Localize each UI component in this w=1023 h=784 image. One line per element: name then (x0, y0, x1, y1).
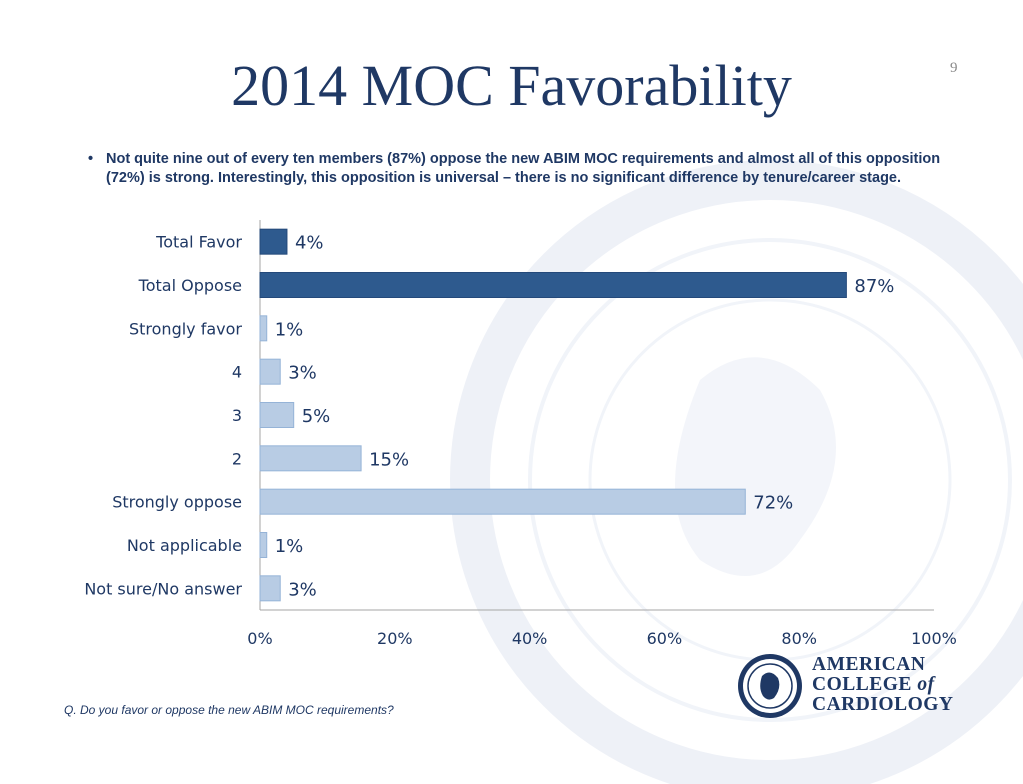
acc-logo-seal-icon (738, 654, 802, 718)
x-tick-label-2: 40% (512, 629, 548, 648)
bar-2 (259, 315, 268, 342)
bar-1 (259, 272, 847, 298)
logo-line-2: COLLEGE of (812, 675, 954, 695)
category-label-3: 4 (232, 363, 242, 382)
data-label-7: 1% (275, 536, 304, 557)
category-label-2: Strongly favor (129, 319, 242, 338)
category-label-6: Strongly oppose (112, 493, 242, 512)
data-label-1: 87% (854, 276, 894, 297)
logo-line-3: CARDIOLOGY (812, 694, 954, 715)
x-tick-label-4: 80% (781, 629, 817, 648)
bar-0 (259, 228, 288, 255)
bar-5 (259, 445, 362, 472)
data-label-8: 3% (288, 579, 317, 600)
acc-logo-text: AMERICAN COLLEGE of CARDIOLOGY (812, 655, 954, 715)
data-label-4: 5% (302, 406, 331, 427)
data-label-3: 3% (288, 363, 317, 384)
logo-college: COLLEGE (812, 674, 912, 695)
data-label-2: 1% (275, 319, 304, 340)
logo-line-1: AMERICAN (812, 654, 926, 675)
x-tick-label-0: 0% (247, 629, 272, 648)
bar-4 (259, 402, 295, 428)
category-label-7: Not applicable (127, 536, 242, 555)
bar-3 (259, 358, 281, 385)
page-number: 9 (950, 60, 958, 76)
bar-8 (259, 575, 281, 602)
question-footnote: Q. Do you favor or oppose the new ABIM M… (64, 703, 394, 717)
x-tick-label-3: 60% (647, 629, 683, 648)
bullet-text: Not quite nine out of every ten members … (106, 151, 941, 186)
category-label-4: 3 (232, 406, 242, 425)
x-tick-label-1: 20% (377, 629, 413, 648)
category-label-0: Total Favor (155, 233, 242, 252)
bullet-marker: • (88, 151, 94, 167)
data-label-5: 15% (369, 449, 409, 470)
logo-of: of (917, 674, 935, 695)
slide-title: 2014 MOC Favorability (231, 53, 792, 118)
bar-7 (259, 532, 268, 558)
bar-6 (259, 488, 746, 515)
data-label-6: 72% (753, 493, 793, 514)
category-label-1: Total Oppose (138, 276, 242, 295)
category-label-8: Not sure/No answer (84, 579, 242, 598)
data-label-0: 4% (295, 233, 324, 254)
category-label-5: 2 (232, 449, 242, 468)
x-tick-label-5: 100% (911, 629, 957, 648)
